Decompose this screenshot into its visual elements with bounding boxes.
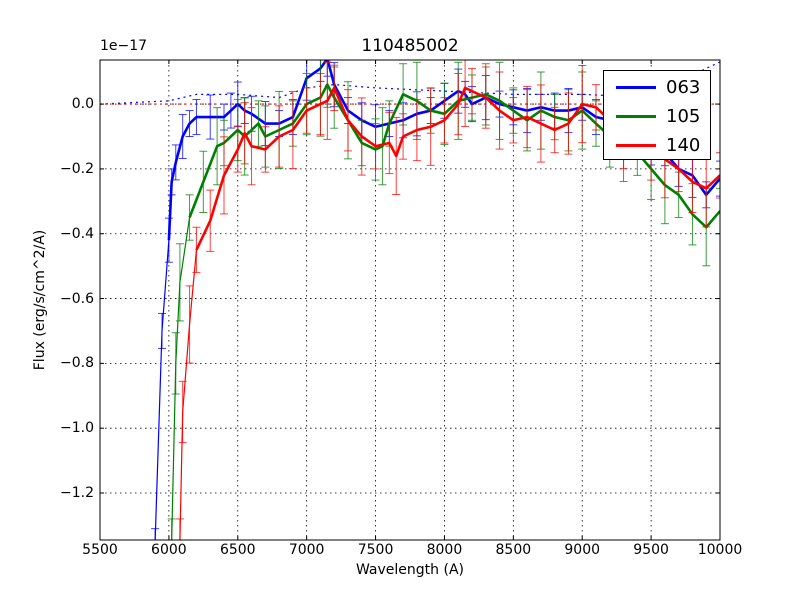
legend-swatch bbox=[616, 115, 656, 118]
x-tick-label: 8500 bbox=[495, 542, 532, 558]
chart-title: 110485002 bbox=[361, 36, 459, 56]
y-tick-label: −1.0 bbox=[60, 420, 94, 437]
x-tick-label: 9000 bbox=[564, 542, 601, 558]
legend-label: 140 bbox=[666, 135, 701, 156]
x-tick-label: 7000 bbox=[288, 542, 325, 558]
legend-item-063: 063 bbox=[604, 73, 710, 101]
x-tick-label: 6500 bbox=[219, 542, 256, 558]
x-tick-label: 8000 bbox=[426, 542, 463, 558]
legend: 063 105 140 bbox=[603, 70, 711, 160]
y-axis-label: Flux (erg/s/cm^2/A) bbox=[32, 229, 48, 371]
x-tick-label: 5500 bbox=[82, 542, 118, 558]
legend-item-105: 105 bbox=[604, 102, 710, 130]
y-tick-label: −0.4 bbox=[60, 225, 94, 242]
legend-label: 063 bbox=[666, 77, 701, 98]
legend-swatch bbox=[616, 144, 656, 147]
x-tick-label: 10000 bbox=[697, 542, 743, 558]
y-tick-label: −0.2 bbox=[60, 160, 94, 177]
y-tick-label: 0.0 bbox=[71, 96, 94, 113]
y-tick-label: −0.8 bbox=[60, 355, 94, 372]
y-tick-label: −0.6 bbox=[60, 290, 94, 307]
legend-label: 105 bbox=[666, 106, 701, 127]
y-offset-label: 1e−17 bbox=[100, 38, 148, 54]
x-tick-label: 9500 bbox=[633, 542, 669, 558]
y-tick-label: −1.2 bbox=[60, 485, 94, 501]
plot-frame bbox=[99, 59, 721, 541]
x-tick-label: 6000 bbox=[151, 542, 187, 558]
legend-item-140: 140 bbox=[604, 131, 710, 159]
x-tick-label: 7500 bbox=[357, 542, 394, 558]
legend-swatch bbox=[616, 86, 656, 89]
x-axis-label: Wavelength (A) bbox=[355, 562, 464, 578]
tick-marks bbox=[99, 60, 721, 540]
